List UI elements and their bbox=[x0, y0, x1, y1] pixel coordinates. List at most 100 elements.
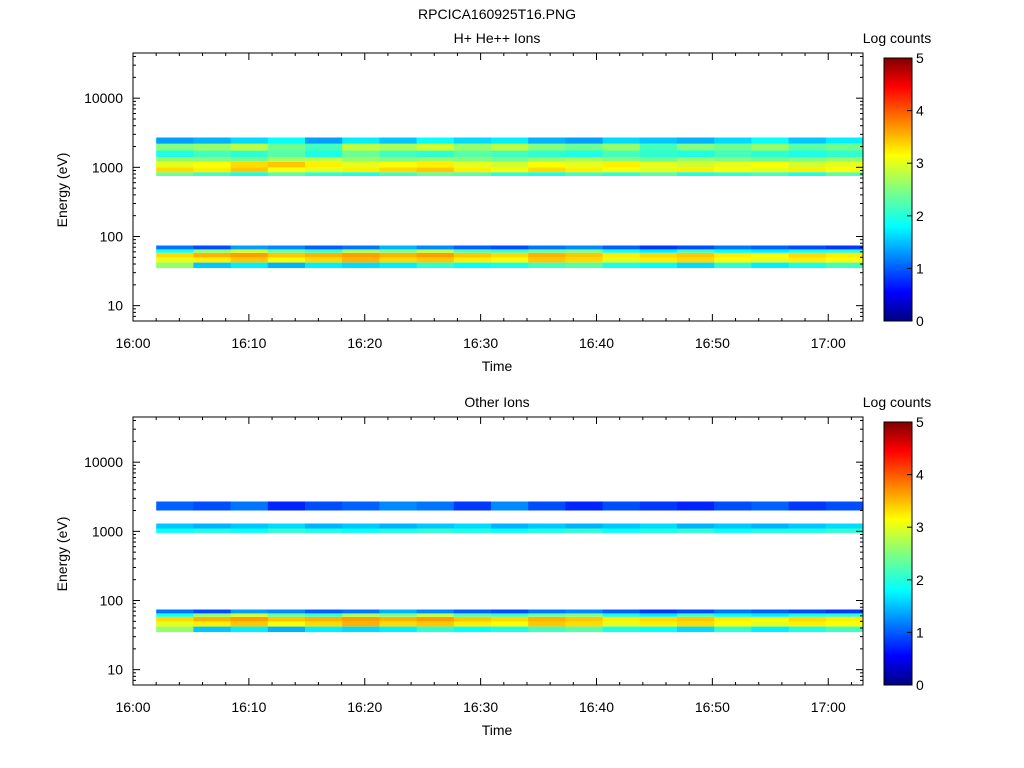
heatmap-cell bbox=[639, 150, 678, 158]
x-tick-label: 16:40 bbox=[579, 335, 614, 351]
heatmap-cell bbox=[230, 245, 269, 250]
heatmap-cell bbox=[528, 157, 566, 162]
heatmap-cell bbox=[565, 616, 603, 622]
figure-title: RPCICA160925T16.PNG bbox=[418, 6, 576, 22]
heatmap-cell bbox=[825, 616, 864, 622]
heatmap-cell bbox=[491, 523, 529, 529]
panel-2-axes: 16:00 16:10 16:20 16:30 16:40 16:50 17:00 10 100… bbox=[84, 417, 863, 715]
heatmap-cell bbox=[305, 621, 343, 627]
colorbar-tick-label: 3 bbox=[916, 155, 924, 171]
panel-1-axes: 16:00 16:10 16:20 16:30 16:40 16:50 17:00 10 100… bbox=[84, 53, 863, 351]
heatmap-cell bbox=[528, 249, 566, 253]
heatmap-cell bbox=[565, 143, 603, 151]
heatmap-cell bbox=[267, 501, 306, 511]
heatmap-cell bbox=[156, 143, 194, 151]
heatmap-cell bbox=[565, 621, 603, 627]
heatmap-cell bbox=[602, 262, 641, 269]
heatmap-cell bbox=[416, 245, 455, 250]
heatmap-cell bbox=[193, 621, 231, 627]
heatmap-cell bbox=[193, 172, 231, 176]
heatmap-cell bbox=[602, 150, 641, 158]
heatmap-cell bbox=[528, 523, 566, 529]
heatmap-cell bbox=[453, 137, 492, 144]
panel-1-title: H+ He++ Ions bbox=[454, 30, 541, 46]
heatmap-cell bbox=[491, 157, 529, 162]
heatmap-cell bbox=[602, 143, 641, 151]
heatmap-cell bbox=[751, 626, 789, 633]
heatmap-cell bbox=[379, 245, 417, 250]
heatmap-cell bbox=[156, 528, 194, 533]
heatmap-cell bbox=[453, 143, 492, 151]
heatmap-cell bbox=[230, 161, 269, 168]
heatmap-cell bbox=[230, 262, 269, 269]
heatmap-cell bbox=[751, 137, 789, 144]
heatmap-cell bbox=[193, 137, 231, 144]
heatmap-cell bbox=[491, 249, 529, 253]
heatmap-cell bbox=[639, 626, 678, 633]
heatmap-cell bbox=[156, 249, 194, 253]
heatmap-cell bbox=[305, 616, 343, 622]
heatmap-cell bbox=[788, 257, 827, 263]
heatmap-cell bbox=[305, 245, 343, 250]
heatmap-cell bbox=[491, 626, 529, 633]
heatmap-cell bbox=[453, 172, 492, 176]
y-tick-label: 10 bbox=[107, 298, 123, 314]
heatmap-cell bbox=[267, 528, 306, 533]
heatmap-cell bbox=[602, 621, 641, 627]
heatmap-cell bbox=[491, 528, 529, 533]
heatmap-cell bbox=[491, 167, 529, 173]
heatmap-cell bbox=[751, 249, 789, 253]
heatmap-cell bbox=[342, 157, 380, 162]
heatmap-cell bbox=[305, 249, 343, 253]
heatmap-cell bbox=[193, 143, 231, 151]
heatmap-cell bbox=[305, 613, 343, 617]
x-tick-label: 16:40 bbox=[579, 699, 614, 715]
heatmap-cell bbox=[342, 143, 380, 151]
heatmap-cell bbox=[677, 172, 715, 176]
heatmap-cell bbox=[714, 626, 752, 633]
heatmap-cell bbox=[156, 523, 194, 529]
heatmap-cell bbox=[788, 172, 827, 176]
heatmap-cell bbox=[342, 150, 380, 158]
heatmap-cell bbox=[342, 523, 380, 529]
heatmap-cell bbox=[267, 262, 306, 269]
heatmap-cell bbox=[751, 621, 789, 627]
heatmap-cell bbox=[342, 528, 380, 533]
heatmap-cell bbox=[677, 157, 715, 162]
panel-other-ions: Other Ions 16:00 16:10 16:20 16:30 16:40 16:5… bbox=[54, 394, 931, 738]
heatmap-cell bbox=[193, 245, 231, 250]
heatmap-cell bbox=[565, 257, 603, 263]
heatmap-cell bbox=[230, 523, 269, 529]
heatmap-cell bbox=[602, 157, 641, 162]
heatmap-cell bbox=[230, 621, 269, 627]
heatmap-cell bbox=[751, 613, 789, 617]
heatmap-cell bbox=[825, 528, 864, 533]
heatmap-cell bbox=[267, 172, 306, 176]
heatmap-cell bbox=[751, 157, 789, 162]
heatmap-cell bbox=[193, 501, 231, 511]
colorbar-tick-label: 2 bbox=[916, 572, 924, 588]
heatmap-cell bbox=[305, 609, 343, 614]
colorbar-tick-label: 4 bbox=[916, 467, 924, 483]
heatmap-cell bbox=[825, 257, 864, 263]
heatmap-cell bbox=[193, 613, 231, 617]
heatmap-cell bbox=[565, 523, 603, 529]
heatmap-cell bbox=[825, 143, 864, 151]
heatmap-cell bbox=[267, 257, 306, 263]
heatmap-cell bbox=[677, 501, 715, 511]
heatmap-cell bbox=[565, 501, 603, 511]
heatmap-cell bbox=[230, 249, 269, 253]
heatmap-cell bbox=[305, 257, 343, 263]
heatmap-cell bbox=[453, 157, 492, 162]
heatmap-cell bbox=[639, 252, 678, 258]
heatmap-cell bbox=[565, 249, 603, 253]
heatmap-cell bbox=[677, 249, 715, 253]
heatmap-cell bbox=[751, 523, 789, 529]
heatmap-cell bbox=[342, 613, 380, 617]
heatmap-cell bbox=[230, 609, 269, 614]
heatmap-cell bbox=[416, 137, 455, 144]
heatmap-cell bbox=[416, 501, 455, 511]
heatmap-cell bbox=[714, 621, 752, 627]
heatmap-cell bbox=[416, 157, 455, 162]
heatmap-cell bbox=[751, 245, 789, 250]
